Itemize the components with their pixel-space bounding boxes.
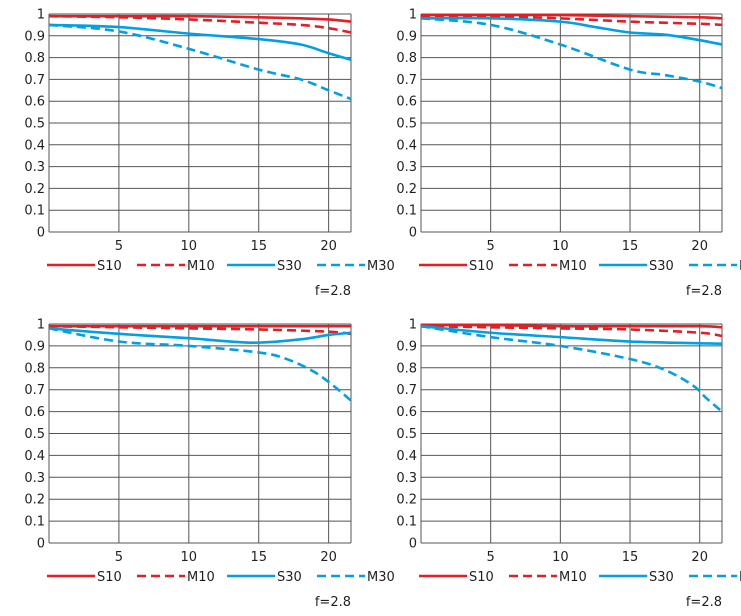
series-line-s30 — [420, 324, 723, 346]
x-tick-label: 15 — [250, 239, 267, 254]
y-tick-label: 0.8 — [24, 361, 45, 376]
y-tick-label: 0 — [37, 537, 45, 552]
series-line-m30 — [48, 327, 352, 402]
y-tick-label: 0.5 — [396, 117, 417, 132]
y-tick-label: 1 — [37, 8, 45, 23]
y-tick-label: 0 — [409, 537, 417, 552]
x-tick-label: 20 — [320, 239, 337, 254]
series-line-s10 — [49, 14, 352, 23]
y-tick-label: 0.5 — [396, 427, 417, 442]
y-tick-label: 0.6 — [396, 405, 417, 420]
legend-label: S10 — [469, 570, 494, 585]
y-tick-label: 0.8 — [24, 51, 45, 66]
y-tick-label: 0.2 — [396, 182, 417, 197]
y-tick-label: 0.8 — [396, 51, 417, 66]
legend-label: M10 — [187, 259, 215, 274]
y-tick-label: 0.9 — [396, 29, 417, 44]
x-tick-label: 5 — [487, 239, 495, 254]
y-tick-label: 0.1 — [396, 515, 417, 530]
y-tick-label: 1 — [37, 318, 45, 333]
aperture-note: f=2.8 — [315, 284, 351, 299]
y-tick-label: 0.4 — [24, 449, 45, 464]
y-tick-label: 0.9 — [24, 339, 45, 354]
y-tick-label: 0.5 — [24, 117, 45, 132]
y-tick-label: 0.4 — [396, 138, 417, 153]
y-tick-label: 0.3 — [24, 160, 45, 175]
legend-label: M30 — [739, 570, 741, 585]
x-tick-label: 5 — [487, 550, 495, 565]
x-tick-label: 5 — [115, 550, 123, 565]
x-tick-label: 15 — [250, 550, 267, 565]
x-tick-label: 15 — [622, 550, 639, 565]
y-tick-label: 0.3 — [396, 160, 417, 175]
legend-label: S10 — [469, 259, 494, 274]
y-tick-label: 0.5 — [24, 427, 45, 442]
y-tick-label: 0.9 — [396, 339, 417, 354]
series-line-m30 — [420, 17, 723, 90]
y-tick-label: 0.6 — [24, 405, 45, 420]
y-tick-label: 0 — [37, 226, 45, 241]
series-line-m10 — [420, 14, 723, 27]
aperture-note: f=2.8 — [315, 595, 351, 610]
legend-label: S30 — [649, 259, 674, 274]
series-line-s30 — [420, 16, 723, 46]
legend-label: M10 — [187, 570, 215, 585]
legend-label: S30 — [649, 570, 674, 585]
series-line-m30 — [420, 324, 723, 413]
legend-label: M10 — [559, 259, 587, 274]
y-tick-label: 0.8 — [396, 361, 417, 376]
y-tick-label: 1 — [409, 8, 417, 23]
x-tick-label: 10 — [181, 550, 198, 565]
y-tick-label: 0.1 — [24, 204, 45, 219]
y-tick-label: 0 — [409, 226, 417, 241]
x-tick-label: 20 — [691, 550, 708, 565]
y-tick-label: 0.4 — [24, 138, 45, 153]
series-line-s10 — [420, 323, 723, 329]
x-tick-label: 20 — [691, 239, 708, 254]
y-tick-label: 0.2 — [24, 182, 45, 197]
series-line-m10 — [48, 324, 352, 336]
y-tick-label: 0.7 — [24, 383, 45, 398]
x-tick-label: 10 — [552, 239, 569, 254]
legend-label: S30 — [277, 259, 302, 274]
x-tick-label: 20 — [320, 550, 337, 565]
legend-label: S10 — [97, 259, 122, 274]
x-tick-label: 10 — [181, 239, 198, 254]
legend-label: M30 — [739, 259, 741, 274]
legend-label: S10 — [97, 570, 122, 585]
y-tick-label: 0.1 — [24, 515, 45, 530]
series-line-m30 — [48, 23, 352, 101]
y-tick-label: 0.3 — [396, 471, 417, 486]
aperture-note: f=2.8 — [686, 595, 722, 610]
y-tick-label: 0.6 — [396, 95, 417, 110]
y-tick-label: 0.2 — [24, 493, 45, 508]
y-tick-label: 0.7 — [396, 73, 417, 88]
y-tick-label: 0.6 — [24, 95, 45, 110]
legend-label: M30 — [367, 570, 395, 585]
legend-label: M30 — [367, 259, 395, 274]
x-tick-label: 5 — [115, 239, 123, 254]
y-tick-label: 0.2 — [396, 493, 417, 508]
series-line-s30 — [48, 23, 352, 62]
y-tick-label: 0.7 — [24, 73, 45, 88]
y-tick-label: 0.9 — [24, 29, 45, 44]
y-tick-label: 0.4 — [396, 449, 417, 464]
y-tick-label: 1 — [409, 318, 417, 333]
y-tick-label: 0.7 — [396, 383, 417, 398]
aperture-note: f=2.8 — [686, 284, 722, 299]
x-tick-label: 10 — [552, 550, 569, 565]
series-line-m10 — [420, 324, 723, 338]
y-tick-label: 0.3 — [24, 471, 45, 486]
legend-label: S30 — [277, 570, 302, 585]
y-tick-label: 0.1 — [396, 204, 417, 219]
x-tick-label: 15 — [622, 239, 639, 254]
legend-label: M10 — [559, 570, 587, 585]
series-line-s30 — [48, 327, 352, 345]
